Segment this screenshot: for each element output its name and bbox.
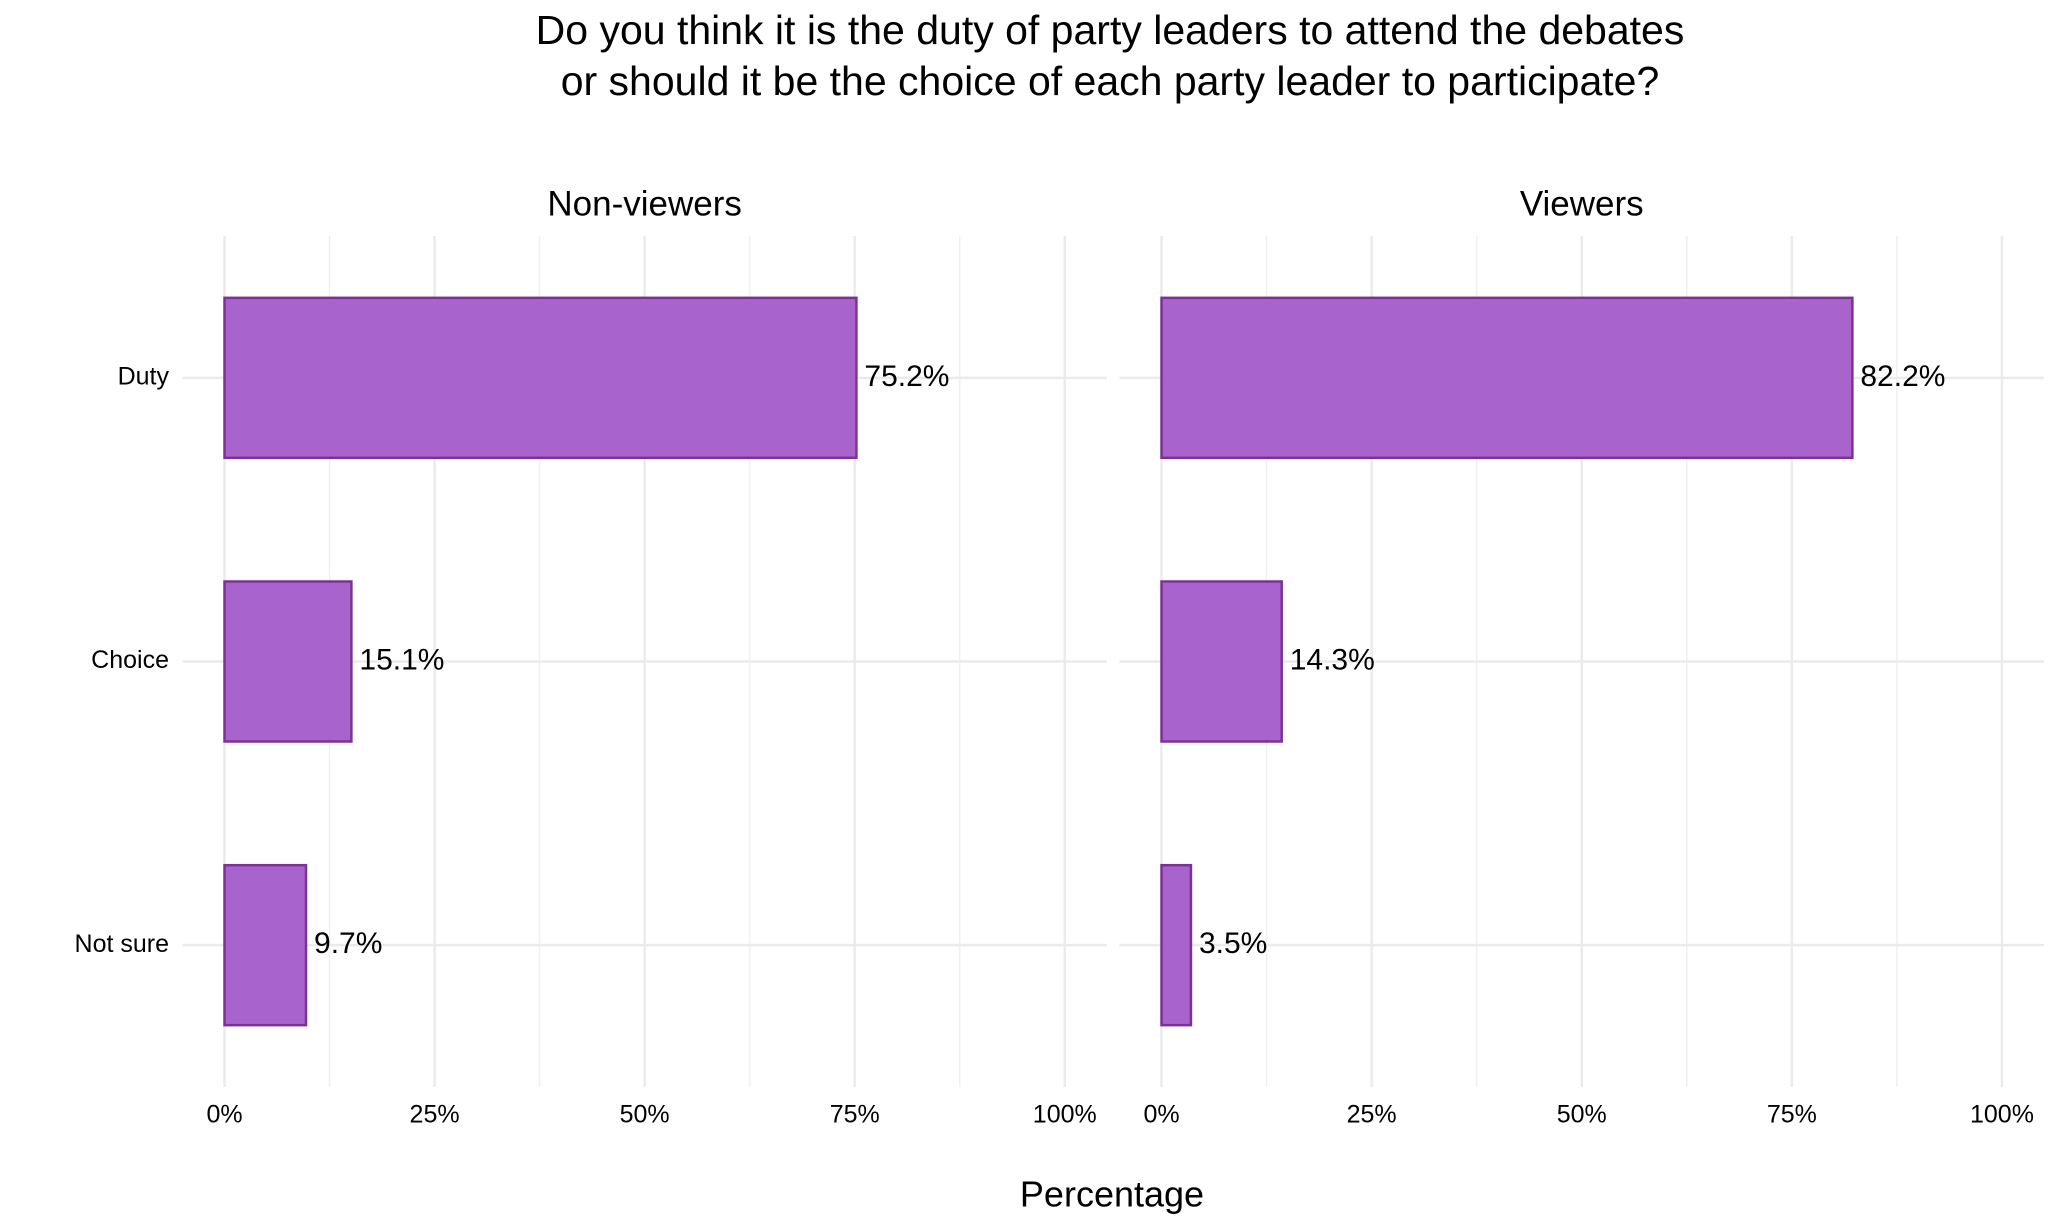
x-tick-label: 0%	[206, 1101, 242, 1129]
x-tick-label: 75%	[1767, 1101, 1817, 1129]
value-label: 75.2%	[864, 360, 949, 393]
x-tick-label: 50%	[620, 1101, 670, 1129]
x-tick-label: 0%	[1143, 1101, 1179, 1129]
chart-title: Do you think it is the duty of party lea…	[536, 7, 1685, 53]
x-tick-label: 25%	[1347, 1101, 1397, 1129]
bar	[1160, 863, 1193, 1027]
facet-title: Non-viewers	[547, 184, 742, 223]
value-label: 15.1%	[359, 643, 444, 676]
y-tick-label: Choice	[91, 646, 169, 674]
x-tick-label: 25%	[410, 1101, 460, 1129]
x-axis-label: Percentage	[1020, 1174, 1204, 1215]
x-tick-label: 50%	[1557, 1101, 1607, 1129]
x-tick-label: 75%	[830, 1101, 880, 1129]
facet-title: Viewers	[1520, 184, 1644, 223]
bar	[223, 863, 308, 1027]
y-tick-label: Not sure	[75, 930, 169, 958]
value-label: 3.5%	[1199, 927, 1267, 960]
bar	[223, 580, 353, 743]
y-tick-label: Duty	[118, 362, 170, 390]
bar	[223, 296, 858, 460]
x-tick-label: 100%	[1970, 1101, 2034, 1129]
bar	[1160, 580, 1283, 743]
bar	[1160, 296, 1854, 460]
value-label: 9.7%	[314, 927, 382, 960]
x-tick-label: 100%	[1033, 1101, 1097, 1129]
value-label: 14.3%	[1290, 643, 1375, 676]
value-label: 82.2%	[1860, 360, 1945, 393]
chart-title: or should it be the choice of each party…	[561, 58, 1660, 104]
